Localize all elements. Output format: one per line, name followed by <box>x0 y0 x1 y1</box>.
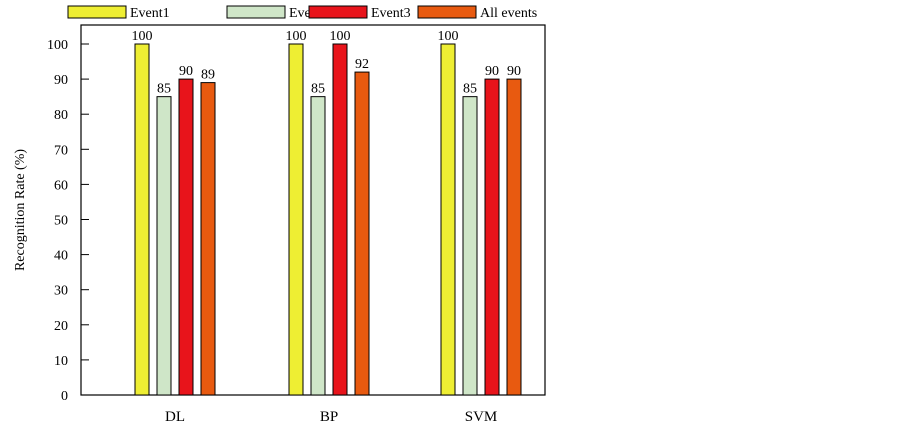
legend-swatch <box>226 5 286 19</box>
data-label: 100 <box>286 29 307 44</box>
legend-label: Event1 <box>130 6 170 21</box>
bars: 100 100 100 85 85 85 90 100 90 89 92 90 <box>132 29 522 396</box>
bar <box>200 82 216 396</box>
x-tick-label: DL <box>165 409 185 425</box>
legend-swatch <box>417 5 477 19</box>
data-label: 85 <box>157 82 171 97</box>
bar <box>354 71 370 396</box>
y-tick-label: 100 <box>47 38 68 53</box>
bar <box>156 96 172 396</box>
y-tick-label: 50 <box>54 214 68 229</box>
y-tick-label: 60 <box>54 178 68 193</box>
y-axis: 0 10 20 30 40 50 60 70 80 90 100 <box>47 38 89 404</box>
y-tick-label: 10 <box>54 354 68 369</box>
y-axis-label: Recognition Rate (%) <box>13 149 28 271</box>
legend: Event1Event2Event3All events <box>67 5 537 21</box>
bar <box>332 43 348 396</box>
data-label: 100 <box>438 29 459 44</box>
bar <box>506 78 522 396</box>
data-label: 85 <box>311 82 325 97</box>
bar <box>310 96 326 396</box>
bar <box>134 43 150 396</box>
bar <box>484 78 500 396</box>
data-label: 90 <box>485 64 499 79</box>
data-label: 90 <box>179 64 193 79</box>
data-label: 92 <box>355 57 369 72</box>
y-tick-label: 80 <box>54 108 68 123</box>
data-label: 100 <box>330 29 351 44</box>
x-tick-label: SVM <box>465 409 498 425</box>
y-tick-label: 40 <box>54 249 68 264</box>
y-tick-label: 70 <box>54 143 68 158</box>
bar <box>288 43 304 396</box>
x-tick-label: BP <box>320 409 338 425</box>
y-tick-label: 90 <box>54 73 68 88</box>
data-label: 100 <box>132 29 153 44</box>
data-label: 85 <box>463 82 477 97</box>
legend-swatch <box>67 5 127 19</box>
data-label: 90 <box>507 64 521 79</box>
legend-label: Event3 <box>371 6 411 21</box>
legend-label: All events <box>480 6 537 21</box>
bar <box>462 96 478 396</box>
bar <box>440 43 456 396</box>
x-axis: DL BP SVM <box>165 409 497 425</box>
y-tick-label: 30 <box>54 284 68 299</box>
legend-swatch <box>308 5 368 19</box>
y-tick-label: 20 <box>54 319 68 334</box>
bar <box>178 78 194 396</box>
data-label: 89 <box>201 68 215 83</box>
y-tick-label: 0 <box>61 389 68 404</box>
